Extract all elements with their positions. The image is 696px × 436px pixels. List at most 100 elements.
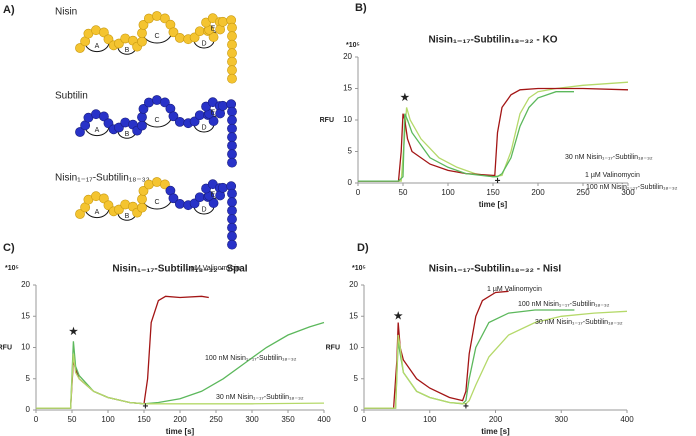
residue [137,36,147,47]
chart-title: Nisin₁₋₁₇-Subtilin₁₈₋₃₂ - NisI [429,264,562,275]
panel-label: A) [3,4,15,16]
y-tick-label: 5 [26,374,31,383]
residue [227,123,237,134]
y-axis-label: RFU [320,117,334,124]
ring-letter: A [95,43,100,50]
residue [99,111,109,122]
residue [227,214,237,225]
y-tick-label: 15 [21,311,30,320]
ring-letter: A [95,209,100,216]
y-unit: *10⁵ [5,265,19,272]
y-tick-label: 0 [26,405,31,414]
residue [168,193,179,204]
y-tick-label: 5 [354,374,359,383]
ring-letter: B [125,131,130,138]
y-unit: *10⁵ [352,265,366,272]
residue [99,193,109,204]
residue [194,26,205,37]
x-tick-label: 100 [441,188,455,197]
series-label: 100 nM Nisin₁₋₁₇-Subtilin₁₈₋₃₂ [586,184,678,191]
series-line [36,353,325,409]
x-tick-label: 50 [399,188,408,197]
ring-letter: B [125,213,130,220]
residue [227,239,237,250]
series-label: 1 µM Valinomycin [585,172,640,179]
residue [160,13,170,24]
residue [174,32,185,43]
ring-letter: D [201,206,206,213]
x-tick-label: 0 [356,188,361,197]
x-tick-label: 50 [68,415,77,424]
residue [227,149,237,160]
residue [137,112,147,123]
y-tick-label: 0 [348,178,353,187]
residue [227,231,237,242]
x-axis-label: time [s] [481,427,510,436]
x-tick-label: 300 [621,188,635,197]
y-tick-label: 10 [349,343,358,352]
ring-letter: E [211,26,216,33]
x-tick-label: 0 [34,415,39,424]
residue [208,116,219,126]
series-label: 1 µM Valinomycin [487,286,542,293]
residue [137,194,147,205]
x-tick-label: 0 [362,415,367,424]
residue [168,27,179,38]
annotation: + [463,402,469,413]
residue [137,28,147,39]
ring-letter: C [154,33,159,40]
residue [174,116,185,127]
residue [138,103,149,114]
residue [75,127,85,137]
peptide: A B C DE [75,177,237,250]
residue [227,65,237,76]
residue [227,205,237,216]
series-line [358,91,574,182]
residue [227,222,237,233]
series-label: 100 nM Nisin₁₋₁₇-Subtilin₁₈₋₃₂ [518,301,610,308]
series-label: 100 nM Nisin₁₋₁₇-Subtilin₁₈₋₃₂ [205,355,297,362]
x-tick-label: 300 [555,415,569,424]
residue [227,56,237,67]
ring-bridge [193,39,215,49]
residue [227,39,237,50]
residue [217,100,228,111]
series-line [364,290,509,409]
x-tick-label: 200 [531,188,545,197]
ring-letter: C [154,199,159,206]
residue [138,185,149,196]
y-axis-label: RFU [326,344,340,351]
y-tick-label: 20 [343,52,352,61]
residue [227,197,237,208]
residue [99,27,109,38]
ring-bridge [193,205,215,215]
residue [227,106,237,117]
x-axis-label: time [s] [166,427,195,436]
residue [227,157,237,168]
y-tick-label: 15 [343,84,352,93]
y-unit: *10⁵ [346,42,360,49]
residue [227,48,237,59]
residue [227,132,237,143]
residue [137,120,147,131]
residue [194,110,205,121]
x-tick-label: 400 [317,415,331,424]
y-axis-label: RFU [0,344,12,351]
chart-title: Nisin₁₋₁₇-Subtilin₁₈₋₃₂ - KO [428,35,557,46]
series-line [358,81,629,182]
chart-title: Nisin₁₋₁₇-Subtilin₁₈₋₃₂ - SpaI [112,264,247,275]
series-line [364,310,628,409]
residue [227,73,237,84]
panel-label: D) [357,242,369,254]
residue [227,188,237,199]
annotation: ★ [400,93,409,104]
residue [75,43,85,53]
ring-letter: D [201,40,206,47]
ring-letter: A [95,127,100,134]
ring-letter: B [125,47,130,54]
ring-letter: E [211,192,216,199]
panel-label: C) [3,242,15,254]
peptide: A B C DE [75,11,237,84]
molecule-name: Subtilin [55,91,88,102]
annotation: ★ [394,311,403,322]
